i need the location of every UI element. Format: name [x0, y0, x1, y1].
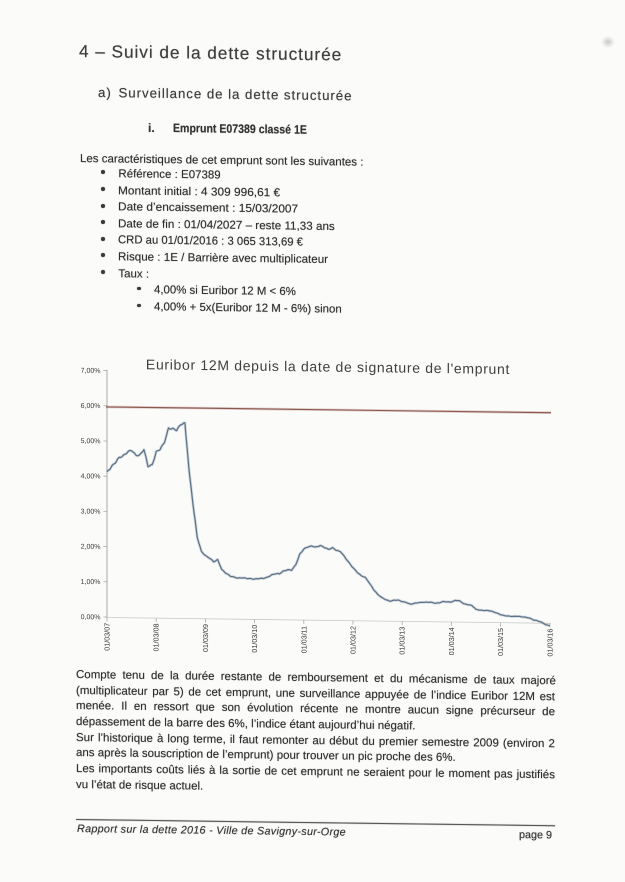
svg-text:6,00%: 6,00%: [81, 403, 101, 410]
svg-text:01/03/08: 01/03/08: [152, 623, 161, 651]
svg-text:3,00%: 3,00%: [81, 508, 101, 515]
svg-text:01/03/13: 01/03/13: [398, 627, 407, 655]
svg-text:01/03/15: 01/03/15: [496, 628, 505, 656]
svg-text:01/03/09: 01/03/09: [201, 624, 210, 652]
svg-text:01/03/12: 01/03/12: [349, 626, 358, 654]
svg-text:5,00%: 5,00%: [81, 438, 101, 445]
svg-text:4,00%: 4,00%: [81, 473, 101, 480]
svg-text:0,00%: 0,00%: [81, 614, 101, 621]
svg-text:01/03/07: 01/03/07: [103, 623, 112, 651]
svg-text:2,00%: 2,00%: [81, 544, 101, 551]
svg-text:7,00%: 7,00%: [81, 368, 101, 375]
svg-text:01/03/14: 01/03/14: [447, 627, 456, 655]
svg-text:1,00%: 1,00%: [81, 579, 101, 586]
svg-text:01/03/10: 01/03/10: [250, 625, 259, 653]
svg-text:Euribor 12M depuis la date de: Euribor 12M depuis la date de signature …: [146, 356, 510, 377]
svg-text:01/03/16: 01/03/16: [545, 629, 554, 657]
svg-text:01/03/11: 01/03/11: [299, 626, 308, 654]
